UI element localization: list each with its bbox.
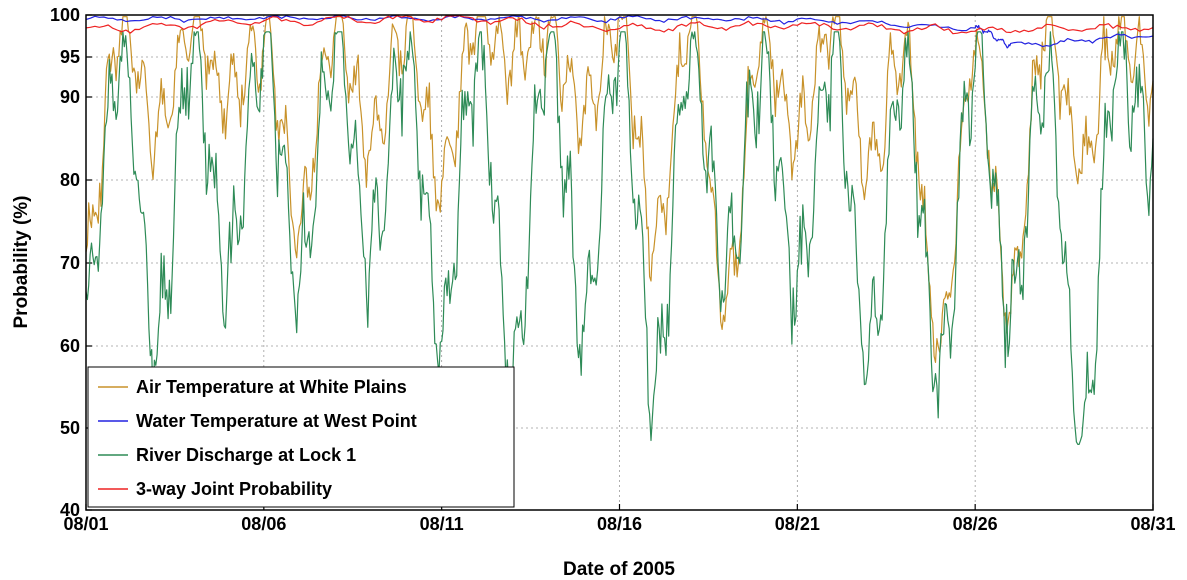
- series-line-3: [85, 31, 1154, 445]
- x-tick-label: 08/06: [241, 514, 286, 534]
- y-tick-label: 95: [60, 47, 80, 67]
- legend-entry: Water Temperature at West Point: [136, 411, 417, 431]
- plot-frame: [85, 14, 1154, 511]
- y-tick-label: 60: [60, 336, 80, 356]
- x-tick-label: 08/01: [63, 514, 108, 534]
- y-tick-label: 90: [60, 87, 80, 107]
- y-tick-label: 100: [50, 5, 80, 25]
- y-axis-ticks: 40 50 60 70 80 90 95 100: [50, 5, 92, 520]
- legend-entry: 3-way Joint Probability: [136, 479, 332, 499]
- x-tick-label: 08/16: [597, 514, 642, 534]
- legend: Air Temperature at White Plains Water Tem…: [87, 366, 515, 508]
- y-tick-label: 50: [60, 418, 80, 438]
- series-line-2: [85, 15, 1154, 49]
- legend-entry: River Discharge at Lock 1: [136, 445, 356, 465]
- legend-entry: Air Temperature at White Plains: [136, 377, 407, 397]
- series-line-4: [85, 15, 1154, 35]
- x-axis-ticks: 08/01 08/06 08/11 08/16 08/21 08/26 08/31: [63, 504, 1176, 534]
- y-tick-label: 40: [60, 500, 80, 520]
- x-axis-label: Date of 2005: [563, 559, 675, 580]
- x-tick-label: 08/21: [775, 514, 820, 534]
- x-tick-label: 08/11: [420, 514, 464, 534]
- plot-area: [85, 15, 1154, 445]
- x-tick-label: 08/26: [953, 514, 998, 534]
- y-axis-label: Probability (%): [11, 195, 32, 328]
- legend-box: [87, 366, 515, 508]
- y-tick-label: 80: [60, 170, 80, 190]
- x-tick-label: 08/31: [1130, 514, 1175, 534]
- y-tick-label: 70: [60, 253, 80, 273]
